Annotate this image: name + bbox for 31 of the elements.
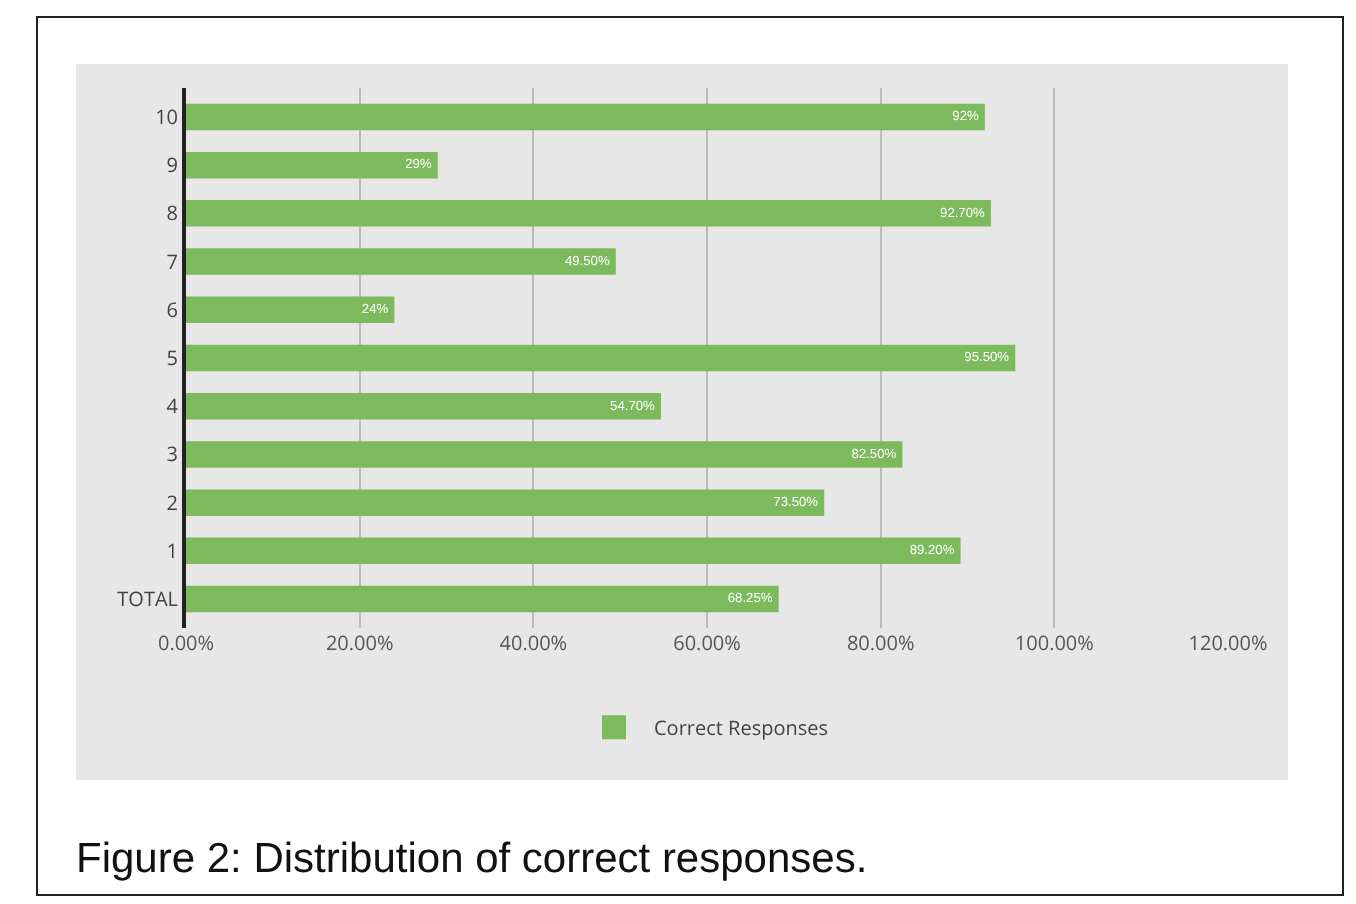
bar <box>186 103 985 131</box>
y-tick-label: 4 <box>166 391 179 420</box>
x-tick-label: 120.00% <box>1188 628 1268 656</box>
y-tick-label: 3 <box>166 439 179 468</box>
bar <box>186 537 961 565</box>
y-tick-label: 7 <box>166 246 179 275</box>
bar <box>186 441 903 468</box>
y-tick-label: 6 <box>166 294 179 323</box>
y-tick-label: 5 <box>166 343 179 371</box>
y-tick-label: 1 <box>166 535 178 564</box>
x-tick-label: 20.00% <box>325 628 394 656</box>
bar <box>186 585 779 613</box>
x-tick-label: 80.00% <box>846 628 915 656</box>
bar <box>186 248 616 275</box>
y-tick-label: 2 <box>166 487 179 516</box>
bar <box>186 392 661 420</box>
bar <box>186 151 438 179</box>
x-tick-label: 100.00% <box>1014 628 1094 656</box>
bar <box>186 296 395 324</box>
x-tick-label: 60.00% <box>673 628 741 656</box>
bar <box>186 200 991 227</box>
y-tick-label: 8 <box>166 198 179 227</box>
legend-label: Correct Responses <box>654 713 829 741</box>
y-tick-label: 10 <box>155 101 179 130</box>
y-tick-label: TOTAL <box>117 584 178 613</box>
x-tick-label: 40.00% <box>499 628 568 656</box>
bar <box>186 489 825 516</box>
caption: Figure 2: Distribution of correct responses. <box>76 836 868 884</box>
x-tick-label: 0.00% <box>157 628 215 656</box>
bar <box>186 344 1016 372</box>
y-tick-label: 9 <box>166 150 179 179</box>
